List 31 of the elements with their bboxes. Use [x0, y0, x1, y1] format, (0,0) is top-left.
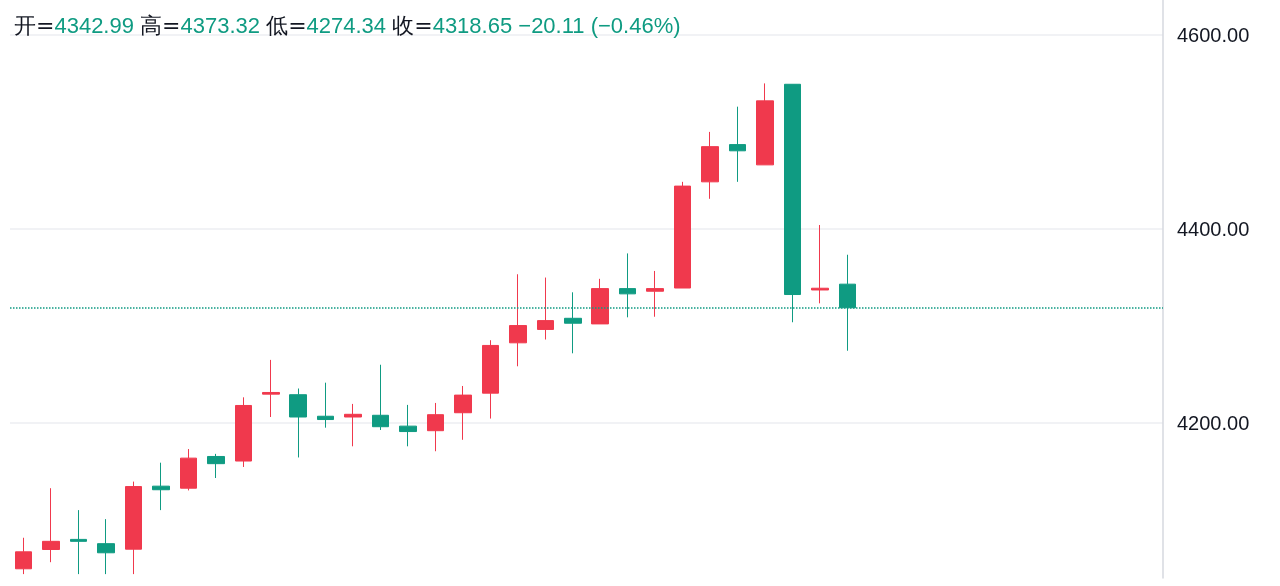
candlestick	[729, 106, 746, 183]
candlestick	[344, 403, 362, 447]
annotation: 开=4342.99 高=4373.32 低=4274.34 收=4318.65 −20.11 (−0.46%)	[14, 12, 681, 38]
candlestick	[15, 537, 32, 575]
candlestick	[207, 453, 225, 479]
candlestick	[70, 509, 87, 575]
candlestick	[372, 364, 389, 431]
candlestick	[591, 278, 609, 325]
candlestick	[235, 396, 252, 468]
y-tick-label: 4200.00	[1177, 411, 1250, 434]
candlestick	[674, 181, 691, 289]
candlestick	[509, 273, 527, 367]
candlestick	[482, 339, 499, 420]
candlestick	[125, 481, 142, 575]
candlestick	[811, 224, 829, 304]
candlestick	[399, 404, 417, 447]
candlestick	[42, 487, 60, 563]
candlestick	[317, 382, 334, 429]
candlestick	[180, 448, 197, 491]
candlestick	[646, 270, 664, 318]
y-tick-label: 4400.00	[1177, 217, 1250, 240]
candlestick	[756, 82, 774, 166]
candlestick	[454, 385, 472, 441]
candlestick	[289, 388, 307, 458]
candlestick	[152, 462, 170, 511]
candlestick	[701, 131, 719, 200]
candlestick	[97, 518, 115, 575]
candlestick	[427, 402, 444, 452]
y-tick-label: 4600.00	[1177, 23, 1250, 46]
candlestick	[537, 277, 554, 341]
candlestick	[262, 359, 280, 418]
